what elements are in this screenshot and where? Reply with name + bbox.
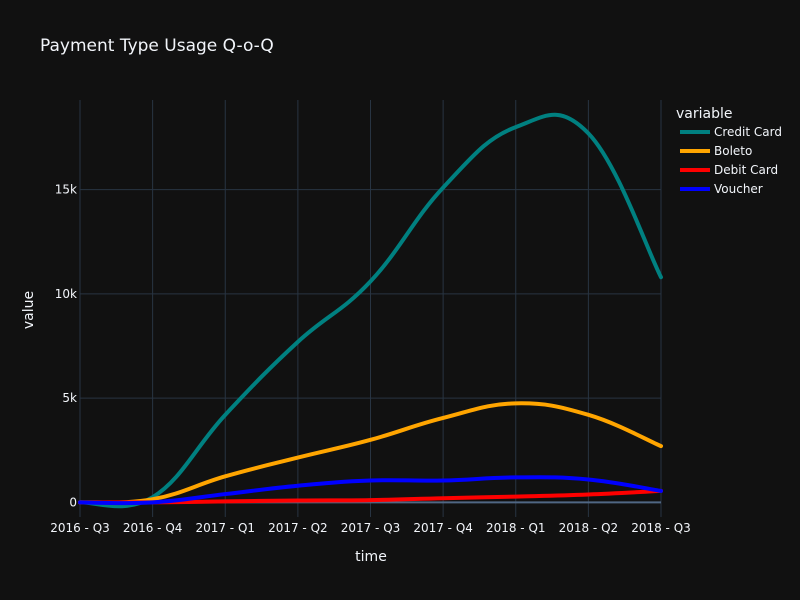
chart-title: Payment Type Usage Q-o-Q xyxy=(40,36,274,56)
legend-title: variable xyxy=(676,106,732,122)
legend: variable Credit Card Boleto Debit Card Vouc… xyxy=(676,106,782,196)
x-tick-label: 2017 - Q1 xyxy=(195,521,255,535)
x-tick-label: 2018 - Q2 xyxy=(559,521,619,535)
series-line-boleto xyxy=(78,401,663,505)
y-tick-label: 10k xyxy=(55,287,77,301)
y-tick-labels: 0 5k 10k 15k xyxy=(55,183,77,510)
x-tick-label: 2017 - Q2 xyxy=(268,521,328,535)
x-tick-label: 2016 - Q3 xyxy=(50,521,110,535)
grid xyxy=(79,100,662,517)
x-tick-label: 2016 - Q4 xyxy=(123,521,183,535)
legend-label-boleto: Boleto xyxy=(714,144,752,158)
legend-items: Credit Card Boleto Debit Card Voucher xyxy=(680,125,782,196)
x-tick-label: 2018 - Q1 xyxy=(486,521,546,535)
legend-label-debit-card: Debit Card xyxy=(714,163,778,177)
y-tick-label: 0 xyxy=(69,495,77,509)
x-tick-label: 2018 - Q3 xyxy=(631,521,691,535)
legend-label-credit-card: Credit Card xyxy=(714,125,782,139)
x-tick-labels: 2016 - Q3 2016 - Q4 2017 - Q1 2017 - Q2 2017… xyxy=(50,521,691,535)
x-axis-title: time xyxy=(355,549,387,565)
legend-label-voucher: Voucher xyxy=(714,182,763,196)
series-lines xyxy=(78,112,663,509)
y-tick-label: 15k xyxy=(55,183,77,197)
x-tick-label: 2017 - Q4 xyxy=(413,521,473,535)
y-axis-title: value xyxy=(21,291,37,329)
series-line-credit-card xyxy=(78,112,663,509)
series-line-voucher xyxy=(78,475,663,506)
y-tick-label: 5k xyxy=(62,391,77,405)
x-tick-label: 2017 - Q3 xyxy=(341,521,401,535)
